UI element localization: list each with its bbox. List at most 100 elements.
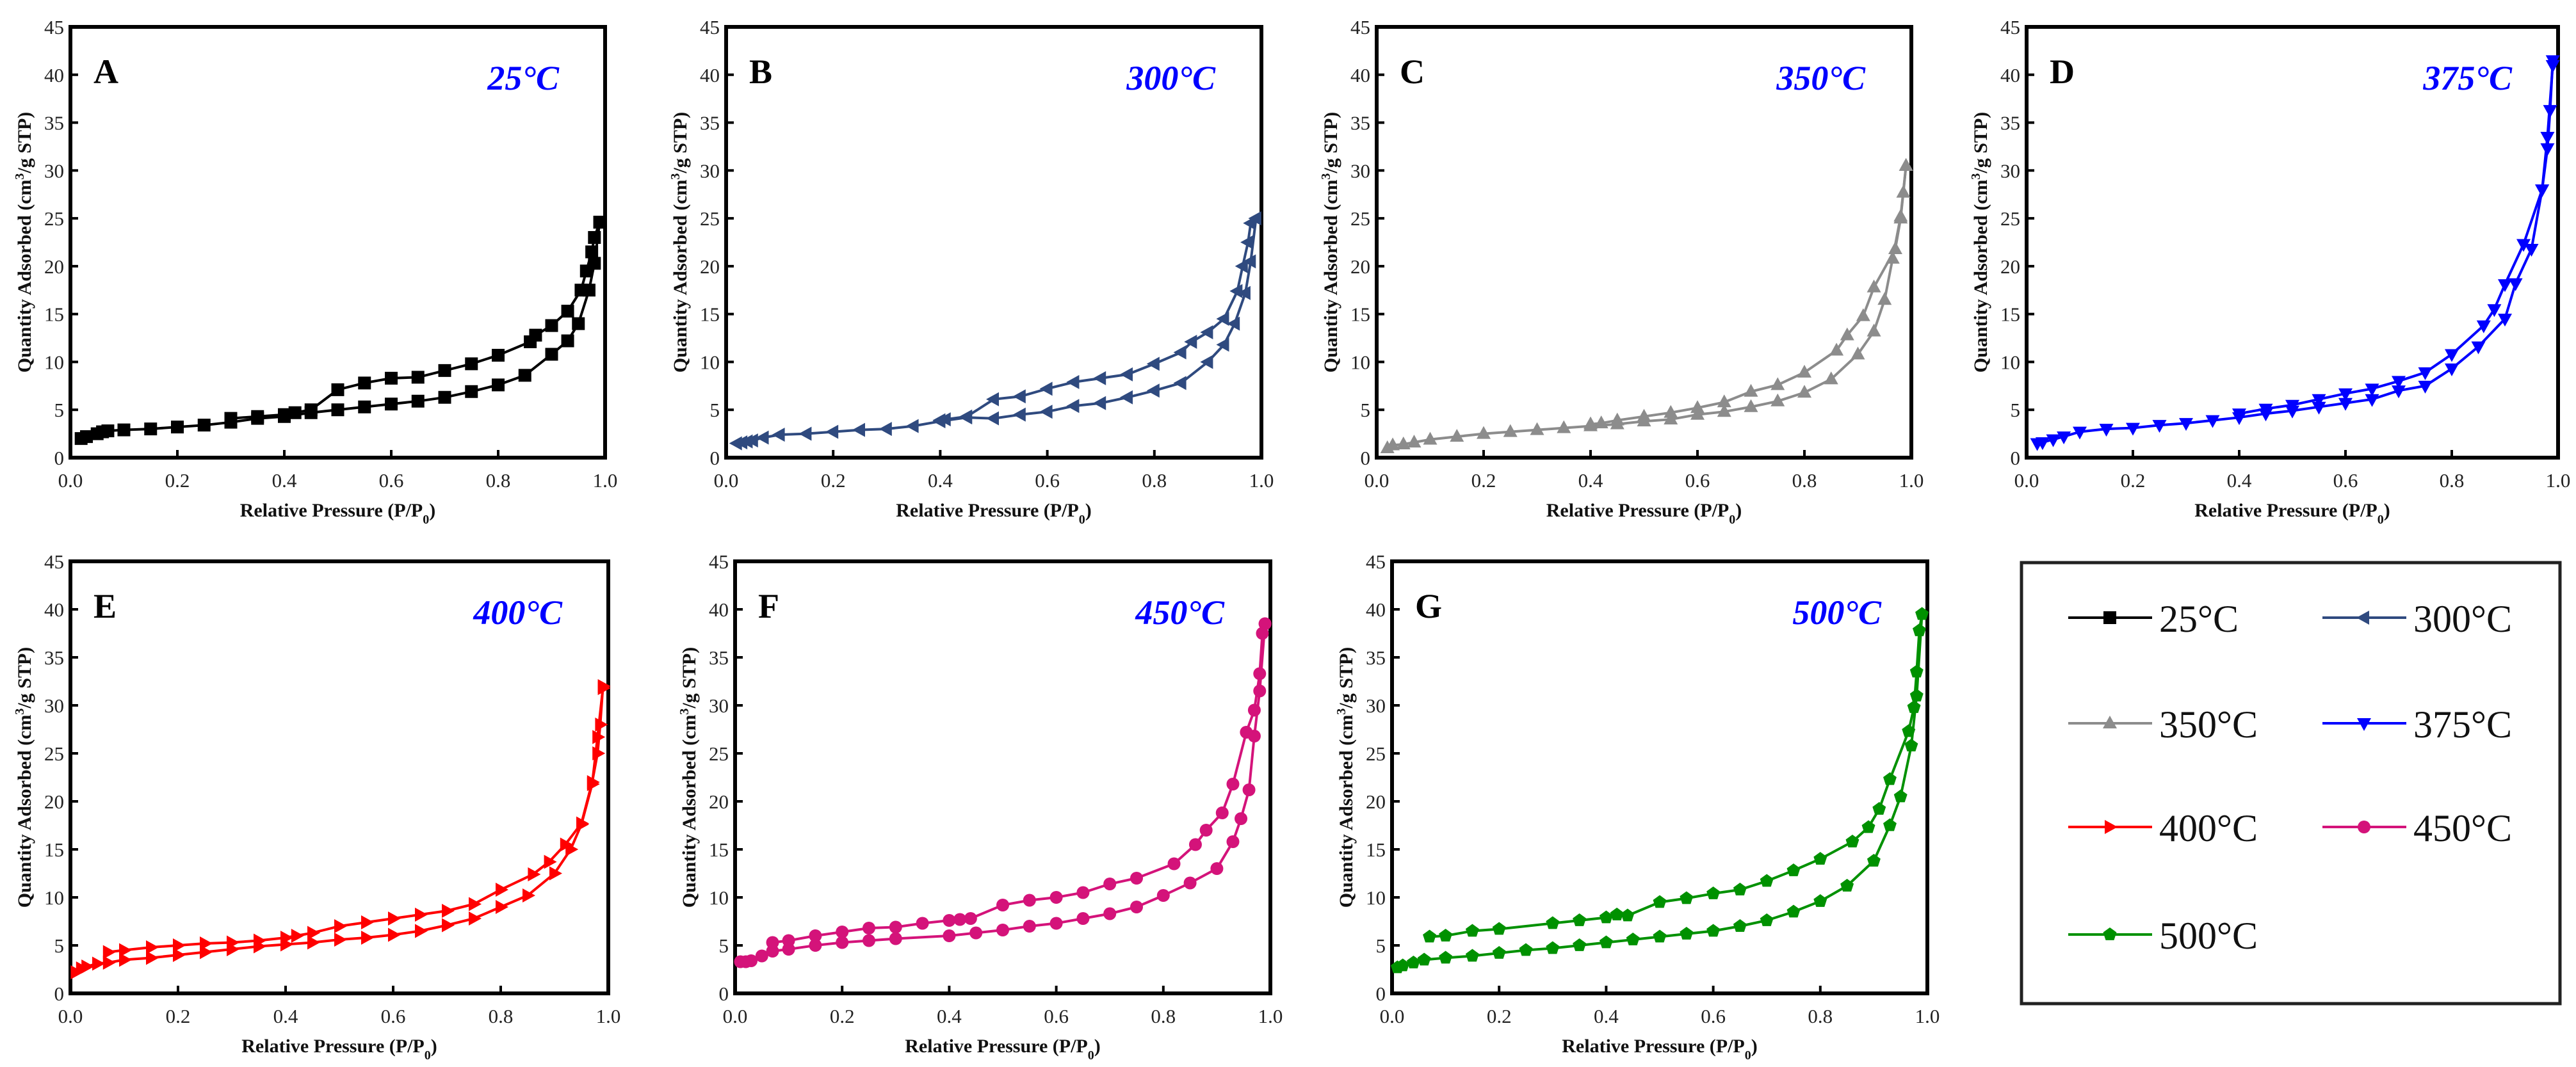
temperature-label: 450°C: [1135, 593, 1225, 632]
x-tick-label: 0.0: [58, 469, 83, 492]
adsorption-point: [1664, 412, 1678, 425]
panel-c: 0.0 0.2 0.4 0.6 0.8 1.0051015202530354045Rela…: [1319, 16, 1924, 527]
legend-label: 350°C: [2159, 703, 2258, 746]
adsorption-point: [1786, 904, 1801, 918]
x-tick-label: 0.4: [1578, 469, 1603, 492]
x-axis-label-part: Relative Pressure (P/P: [240, 500, 423, 521]
desorption-point: [953, 913, 967, 926]
y-tick-label: 15: [709, 838, 729, 861]
y-tick-label: 25: [2000, 207, 2020, 230]
y-tick-label: 5: [719, 935, 729, 957]
y-tick-label: 30: [44, 694, 64, 717]
adsorption-point: [1066, 399, 1080, 413]
adsorption-point: [1235, 812, 1248, 825]
desorption-point: [597, 679, 611, 693]
x-tick-label: 0.8: [1808, 1005, 1833, 1027]
adsorption-point: [1093, 396, 1106, 410]
adsorption-point: [1492, 946, 1506, 959]
adsorption-point: [438, 390, 451, 404]
adsorption-point: [1012, 407, 1026, 422]
desorption-point: [1888, 241, 1902, 254]
panel-letter: B: [749, 52, 772, 91]
x-tick-label: 0.6: [1044, 1005, 1069, 1027]
adsorption-point: [772, 428, 785, 442]
x-tick-label: 0.0: [714, 469, 739, 492]
y-axis-label-part: 3: [1969, 173, 1983, 180]
desorption-point: [836, 926, 849, 938]
adsorption-point: [1599, 935, 1613, 949]
adsorption-point: [1039, 405, 1053, 419]
desorption-point: [1599, 910, 1613, 924]
desorption-point: [1216, 312, 1229, 326]
adsorption-point: [1023, 920, 1036, 933]
x-axis-label-part: ): [1735, 500, 1742, 521]
y-axis-label-part: 3: [13, 709, 27, 715]
y-tick-label: 5: [2011, 399, 2021, 421]
plot-frame: [2025, 25, 2560, 460]
y-tick-label: 35: [44, 112, 64, 134]
adsorption-point: [734, 435, 748, 450]
desorption-point: [1253, 667, 1267, 680]
x-axis-label: Relative Pressure (P/P0): [2194, 500, 2390, 527]
legend-marker-triangle-left-icon: [2356, 611, 2369, 625]
adsorption-point: [1386, 437, 1400, 451]
y-tick-label: 15: [2000, 303, 2020, 326]
x-tick-label: 0.2: [1471, 469, 1496, 492]
desorption-point: [291, 929, 304, 943]
adsorption-point: [2099, 424, 2114, 437]
y-tick-label: 0: [1376, 983, 1386, 1005]
adsorption-point: [1546, 941, 1560, 954]
adsorption-point: [144, 422, 158, 436]
desorption-point: [1690, 400, 1705, 413]
x-tick-label: 1.0: [593, 469, 618, 492]
adsorption-point: [905, 419, 919, 433]
y-tick-label: 30: [709, 694, 729, 717]
y-tick-label: 40: [700, 64, 720, 86]
adsorption-point: [745, 433, 758, 448]
adsorption-point: [101, 424, 115, 438]
adsorption-point: [1049, 917, 1063, 930]
adsorption-point: [1530, 422, 1544, 435]
desorption-point: [1840, 327, 1854, 341]
y-tick-label: 40: [1350, 64, 1370, 86]
y-tick-label: 45: [709, 550, 729, 573]
desorption-point: [1039, 381, 1053, 396]
desorption-point: [102, 945, 116, 959]
adsorption-point: [496, 900, 508, 914]
desorption-point: [1076, 886, 1090, 899]
adsorption-point: [1210, 862, 1224, 875]
desorption-point: [2516, 239, 2531, 252]
desorption-point: [1829, 342, 1844, 356]
desorption-point: [1909, 664, 1924, 678]
adsorption-point: [2073, 426, 2087, 440]
y-tick-label: 25: [1350, 207, 1370, 230]
desorption-point: [1226, 778, 1240, 790]
desorption-point: [307, 926, 320, 940]
adsorption-point: [740, 434, 753, 449]
desorption-point: [119, 943, 132, 958]
desorption-point: [1146, 357, 1160, 371]
desorption-point: [1867, 279, 1881, 293]
desorption-point: [1902, 724, 1916, 737]
y-tick-label: 20: [1350, 255, 1370, 278]
y-axis-label-part: 3: [1319, 173, 1333, 180]
y-axis-label-part: /g STP): [1970, 112, 1991, 174]
panel-letter: E: [93, 587, 117, 625]
adsorption-point: [522, 888, 535, 903]
desorption-point: [579, 264, 593, 278]
desorption-point: [1049, 891, 1063, 904]
adsorption-point: [1477, 426, 1491, 439]
x-axis-label-part: 0: [1729, 513, 1735, 527]
desorption-point: [1200, 325, 1213, 340]
adsorption-point: [1626, 933, 1640, 945]
adsorption-point: [2035, 437, 2050, 451]
y-tick-label: 20: [1366, 790, 1386, 813]
adsorption-point: [1396, 958, 1410, 972]
x-tick-label: 0.8: [489, 1005, 514, 1027]
x-axis-label: Relative Pressure (P/P0): [1546, 500, 1742, 527]
y-tick-label: 25: [44, 207, 64, 230]
y-axis-label: Quantity Adsorbed (cm3/g STP): [1969, 112, 1991, 373]
desorption-point: [146, 940, 159, 954]
x-axis-label-part: Relative Pressure (P/P: [905, 1036, 1087, 1057]
adsorption-point: [549, 866, 562, 881]
